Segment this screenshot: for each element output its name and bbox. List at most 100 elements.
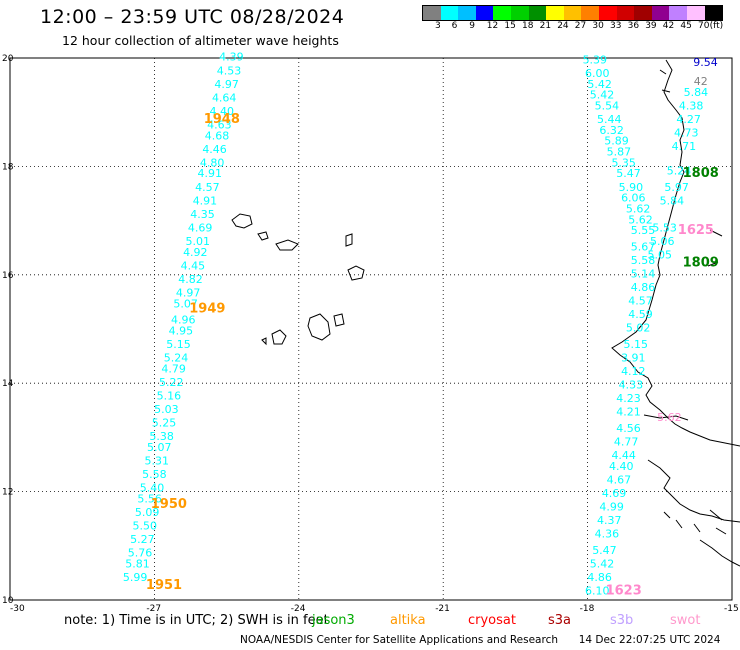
lon-tick-label: -18 [580, 604, 595, 614]
footer-credit: NOAA/NESDIS Center for Satellite Applica… [240, 634, 720, 646]
legend-label: 36 [627, 21, 640, 31]
wave-height-value: 5.40 [140, 482, 165, 495]
wave-height-value: 5.15 [166, 338, 191, 351]
guinea-bissau-coast [647, 459, 740, 523]
wave-height-value: 4.36 [595, 528, 620, 541]
wave-height-value: 5.47 [616, 167, 641, 180]
santiago-island [307, 313, 331, 341]
track-2: 5.62 1625 1623 [606, 223, 714, 598]
pass-time-label: 1623 [606, 584, 642, 599]
wave-height-value: 5.03 [154, 403, 179, 416]
legend-label: 33 [610, 21, 622, 31]
wave-height-value: 4.40 [609, 460, 634, 473]
legend-swatch [598, 6, 617, 20]
satellite-jason3: jason3 [312, 613, 355, 628]
pass-time-label: 1949 [189, 302, 225, 317]
wave-height-value: 5.01 [185, 235, 210, 248]
wave-height-value: 5.25 [152, 417, 177, 430]
satellite-s3b: s3b [610, 613, 634, 628]
lon-tick-label: -27 [146, 604, 161, 614]
pass-time-label: 1948 [204, 112, 240, 127]
legend-swatch [686, 6, 705, 20]
legend-swatch [440, 6, 459, 20]
wave-height-value: 4.38 [679, 99, 704, 112]
wave-height-value: 6.10 [585, 585, 610, 598]
wave-height-value: 4.35 [190, 208, 215, 221]
wave-height-value: 5.87 [607, 146, 632, 159]
wave-height-value: 5.07 [173, 297, 198, 310]
brava-island [261, 337, 267, 346]
wave-height-value: 4.95 [169, 324, 194, 337]
wave-height-value: 5.09 [135, 506, 160, 519]
wave-height-value: 4.73 [674, 127, 699, 140]
legend-swatch [581, 6, 599, 20]
wave-height-value: 4.97 [214, 78, 239, 91]
wave-height-value: 5.42 [587, 78, 612, 91]
lat-tick-label: 12 [2, 488, 13, 498]
wave-height-value: 4.68 [205, 129, 230, 142]
legend-swatch [651, 6, 670, 20]
legend-label: 42 [662, 21, 675, 31]
wave-height-value: 5.27 [130, 533, 155, 546]
wave-height-value: 6.06 [621, 192, 646, 205]
legend-label: 3 [435, 21, 441, 31]
legend-label: 9 [469, 21, 475, 31]
legend-label: 18 [522, 21, 534, 31]
lat-tick-label: 18 [2, 162, 14, 172]
wave-height-value: 5.42 [590, 89, 615, 102]
legend-label: 70 [698, 21, 710, 31]
wave-height-value: 4.57 [195, 181, 220, 194]
sal-island [345, 233, 353, 247]
legend-swatch [458, 6, 476, 20]
wave-height-value: 4.12 [621, 365, 646, 378]
wave-height-value: 9.54 [693, 56, 718, 69]
wave-height-value: 3.91 [621, 352, 646, 365]
wave-height-value: 5.90 [619, 181, 644, 194]
wave-height-value: 4.77 [614, 436, 639, 449]
wave-height-value: 5.15 [623, 338, 648, 351]
gambia-coast [643, 414, 689, 421]
wave-height-value: 4.92 [183, 246, 208, 259]
wave-height-value: 5.62 [657, 411, 682, 424]
wave-height-value: 5.84 [684, 86, 709, 99]
wave-height-value: 4.59 [628, 308, 653, 321]
legend-label: (ft) [709, 21, 724, 31]
maio-island [333, 313, 345, 327]
wave-height-value: 5.24 [164, 352, 189, 365]
satellite-cryosat: cryosat [468, 613, 516, 628]
africa-coastline [611, 59, 740, 447]
legend-label: 12 [486, 21, 499, 31]
sao-nicolau-island [275, 239, 299, 251]
legend-swatch [423, 6, 441, 20]
pass-time-label: 1809 [683, 256, 719, 271]
wave-height-value: 4.46 [202, 143, 227, 156]
banc-arguin [659, 69, 723, 267]
legend-swatch [493, 6, 511, 20]
wave-height-value: 5.55 [631, 224, 656, 237]
sao-vicente-island [257, 231, 269, 241]
wave-height-value: 4.99 [599, 501, 624, 514]
wave-height-value: 5.44 [597, 113, 622, 126]
satellite-altika: altika [390, 613, 426, 628]
legend-swatch [616, 6, 635, 20]
legend-label: 30 [592, 21, 604, 31]
wave-height-value: 4.91 [193, 194, 218, 207]
wave-height-value: 4.44 [611, 449, 636, 462]
wave-height-value: 5.56 [137, 492, 162, 505]
wave-height-value: 5.24 [667, 165, 692, 178]
wave-height-value: 4.39 [219, 51, 244, 64]
wave-height-value: 4.80 [200, 156, 225, 169]
wave-height-value: 5.22 [159, 376, 184, 389]
wave-height-value: 4.33 [619, 379, 644, 392]
wave-height-value: 5.62 [626, 202, 651, 215]
wave-height-value: 4.96 [171, 314, 196, 327]
lat-tick-label: 20 [2, 54, 14, 64]
wave-height-value: 4.53 [217, 64, 242, 77]
wave-height-value: 5.67 [631, 240, 656, 253]
lat-tick-label: 16 [2, 271, 14, 281]
wave-height-value: 5.05 [648, 249, 673, 262]
wave-height-value: 5.58 [631, 254, 656, 267]
coastline [231, 59, 740, 567]
wave-height-value: 5.02 [626, 322, 651, 335]
